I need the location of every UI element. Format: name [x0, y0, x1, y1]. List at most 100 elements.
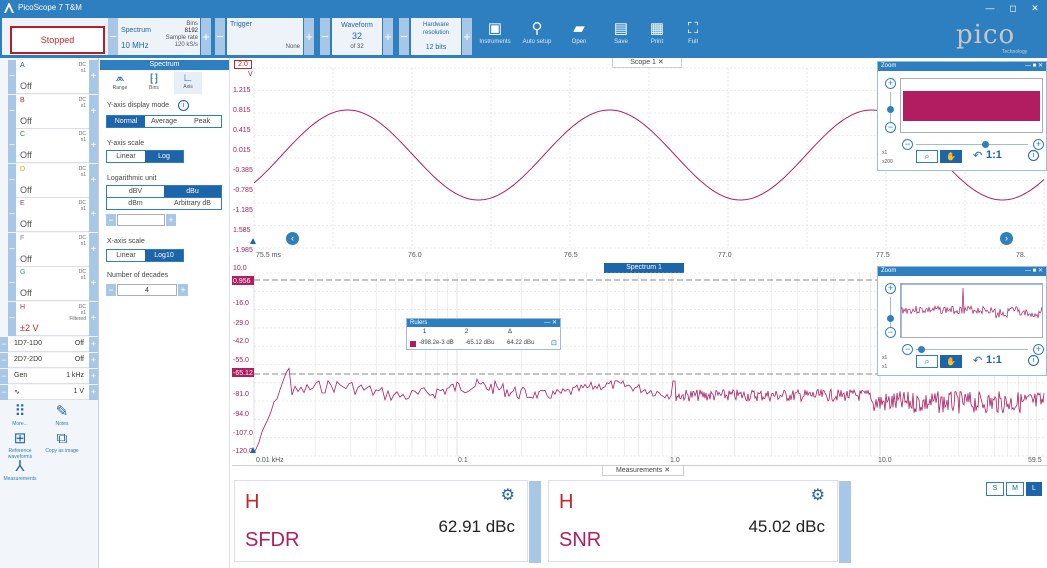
trigger-marker-icon[interactable] — [250, 238, 256, 244]
decades-plus-button[interactable]: + — [178, 284, 188, 296]
scroll-left-icon[interactable]: ‹ — [286, 232, 299, 245]
channel-c[interactable]: − C DC x1 Off + — [8, 129, 98, 163]
more-button[interactable]: ⠿ More... — [2, 403, 38, 427]
spectrum-zoom-controls-icon[interactable]: — ■ ✕ — [1025, 268, 1043, 274]
zoom-out-icon[interactable]: − — [885, 122, 896, 133]
run-stop-button[interactable]: Stopped — [10, 26, 105, 54]
measurements-tab[interactable]: Measurements ✕ — [602, 466, 684, 476]
arbitrary-db-minus-button[interactable]: − — [106, 214, 116, 226]
tab-range[interactable]: ⩕ Range — [106, 72, 134, 94]
channel-minus-button[interactable]: − — [8, 60, 16, 94]
waveform-plus-button[interactable]: + — [383, 18, 393, 55]
info-icon[interactable]: i — [178, 100, 189, 111]
y-scale-log[interactable]: Log — [145, 151, 183, 162]
row-plus-button[interactable]: + — [89, 337, 98, 352]
channel-plus-button[interactable]: + — [89, 94, 98, 129]
spec-zoom-tool-icon[interactable]: ⌕ — [916, 355, 938, 368]
auto-setup-button[interactable]: ⚲ Auto setup — [520, 20, 554, 54]
channel-minus-button[interactable]: − — [8, 94, 16, 129]
resolution-plus-button[interactable]: + — [462, 18, 472, 55]
resolution-minus-button[interactable]: − — [399, 18, 409, 55]
mode-minus-button[interactable]: − — [108, 18, 118, 55]
reference-waveforms-button[interactable]: ⊞ Reference waveforms — [2, 430, 38, 460]
scope-zoom-preview[interactable] — [900, 78, 1043, 133]
channel-state[interactable]: Off — [20, 81, 32, 91]
channel-d[interactable]: − D DC x1 Off + — [8, 163, 98, 198]
scroll-right-icon[interactable]: › — [1000, 232, 1013, 245]
y-mode-average[interactable]: Average — [151, 118, 177, 125]
mode-plus-button[interactable]: + — [201, 18, 211, 55]
channel-b[interactable]: − B DC x1 Off + — [8, 94, 98, 129]
channel-state[interactable]: Off — [20, 219, 32, 229]
ruler-marker-box[interactable] — [232, 276, 254, 285]
spec-zoom-info-icon[interactable]: i — [1028, 355, 1039, 366]
channel-state[interactable]: Off — [20, 253, 32, 264]
notes-button[interactable]: ✎ Notes — [44, 403, 80, 427]
channel-plus-button[interactable]: + — [89, 198, 98, 232]
spec-zoom-h-handle[interactable] — [918, 346, 925, 353]
left-row-1[interactable]: −2D7-2D0 Off + — [0, 353, 98, 368]
scope-zoom-window[interactable]: Zoom — ■ ✕ + − − + x1 x200 ⌕ ✋ ↶ 1:1 i — [877, 61, 1047, 171]
trigger-panel[interactable]: Trigger None — [227, 18, 303, 55]
rulers-lock-icon[interactable]: ⊡ — [551, 340, 557, 347]
y-mode-normal[interactable]: Normal — [107, 116, 145, 127]
x-scale-log10[interactable]: Log10 — [145, 250, 183, 261]
channel-plus-button[interactable]: + — [89, 163, 98, 198]
log-unit-dbu[interactable]: dBu — [164, 186, 221, 197]
spec-undo-zoom-icon[interactable]: ↶ — [973, 355, 983, 367]
left-row-3[interactable]: − ∿ 1 V + — [0, 385, 98, 400]
gear-icon[interactable]: ⚙ — [500, 487, 515, 504]
measurement-side-handle[interactable] — [839, 481, 851, 563]
channel-plus-button[interactable]: + — [89, 60, 98, 94]
y-mode-peak[interactable]: Peak — [194, 118, 210, 125]
size-s-button[interactable]: S — [986, 482, 1004, 496]
channel-state[interactable]: Off — [20, 288, 32, 298]
channel-minus-button[interactable]: − — [8, 301, 16, 336]
instruments-button[interactable]: ▣ Instruments — [478, 20, 512, 54]
scope-tab-close-icon[interactable]: ✕ — [657, 59, 664, 66]
channel-minus-button[interactable]: − — [8, 129, 16, 163]
zoom-v-slider-handle[interactable] — [887, 106, 894, 113]
minimize-icon[interactable]: — — [985, 3, 995, 13]
row-plus-button[interactable]: + — [89, 385, 98, 400]
row-minus-button[interactable]: − — [0, 369, 8, 384]
hardware-resolution-value[interactable]: 12 bits — [425, 44, 447, 51]
log-unit-dbm[interactable]: dBm — [128, 200, 143, 207]
spec-zoom-h-minus-icon[interactable]: − — [902, 344, 913, 355]
channel-minus-button[interactable]: − — [8, 163, 16, 198]
waveform-value[interactable]: 32 — [351, 31, 362, 41]
measurements-button[interactable]: ⅄ Measurements — [2, 458, 38, 482]
full-button[interactable]: ⛶ Full — [676, 20, 710, 54]
scope-zoom-info-icon[interactable]: i — [1028, 150, 1039, 161]
scope-zoom-ratio[interactable]: 1:1 — [986, 149, 1002, 161]
spec-zoom-h-plus-icon[interactable]: + — [1033, 344, 1044, 355]
open-button[interactable]: ▰ Open — [562, 20, 596, 54]
row-minus-button[interactable]: − — [0, 353, 8, 368]
mode-label[interactable]: Spectrum — [121, 27, 151, 34]
rulers-window[interactable]: Rulers — ✕ 1 2 Δ -898.2e-3 dB -65.12 dBu … — [406, 318, 561, 350]
row-minus-button[interactable]: − — [0, 337, 8, 352]
spec-zoom-out-icon[interactable]: − — [885, 327, 896, 338]
y-scale-linear[interactable]: Linear — [116, 153, 136, 160]
channel-plus-button[interactable]: + — [89, 301, 98, 336]
channel-e[interactable]: − E DC x1 Off + — [8, 198, 98, 232]
channel-g[interactable]: − G DC x1 Off + — [8, 267, 98, 301]
save-button[interactable]: ▤ Save — [604, 20, 638, 54]
size-l-button[interactable]: L — [1026, 482, 1042, 496]
channel-minus-button[interactable]: − — [8, 198, 16, 232]
pan-tool-icon[interactable]: ✋ — [940, 150, 962, 163]
channel-minus-button[interactable]: − — [8, 267, 16, 301]
spec-zoom-v-handle[interactable] — [887, 315, 894, 322]
channel-plus-button[interactable]: + — [89, 267, 98, 301]
rulers-controls-icon[interactable]: — ✕ — [544, 320, 557, 326]
frequency-value[interactable]: 10 MHz — [121, 41, 149, 50]
channel-f[interactable]: − F DC x1 Off + — [8, 232, 98, 267]
log-unit-dbv[interactable]: dBV — [128, 188, 143, 195]
left-row-0[interactable]: −1D7-1D0 Off + — [0, 337, 98, 352]
channel-h[interactable]: − H DC x1 Filtered ±2 V + — [8, 301, 98, 336]
zoom-h-slider-handle[interactable] — [982, 141, 989, 148]
channel-plus-button[interactable]: + — [89, 232, 98, 267]
trigger-plus-button[interactable]: + — [304, 18, 314, 55]
scope-zoom-controls-icon[interactable]: — ■ ✕ — [1025, 63, 1043, 69]
maximize-icon[interactable]: ◻ — [1009, 3, 1017, 13]
